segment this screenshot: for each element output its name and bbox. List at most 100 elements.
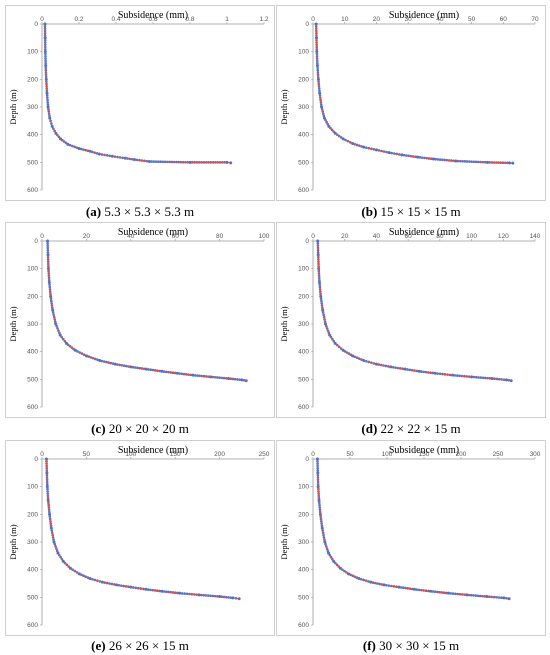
data-point xyxy=(231,596,235,600)
data-point xyxy=(115,583,119,587)
data-point xyxy=(188,160,192,164)
data-point xyxy=(77,572,81,576)
x-tick-label: 0.6 xyxy=(148,16,157,23)
data-point xyxy=(316,253,320,257)
data-point xyxy=(511,161,515,165)
caption-label: (e) xyxy=(91,638,106,653)
y-tick-label: 0 xyxy=(34,456,38,463)
data-point xyxy=(382,583,386,587)
series-line xyxy=(317,240,512,382)
data-point xyxy=(88,149,92,153)
data-point xyxy=(316,239,320,243)
y-tick-label: 300 xyxy=(298,321,309,328)
data-point xyxy=(88,577,92,581)
data-point xyxy=(226,377,230,381)
y-tick-label: 500 xyxy=(298,159,309,166)
x-tick-label: 1 xyxy=(225,16,229,23)
y-tick-label: 0 xyxy=(34,21,38,28)
x-tick-label: 40 xyxy=(127,233,135,240)
y-tick-label: 0 xyxy=(305,238,309,245)
y-tick-label: 100 xyxy=(27,484,38,491)
data-point xyxy=(77,147,81,150)
x-tick-label: 100 xyxy=(259,233,270,240)
data-point xyxy=(374,362,378,366)
y-tick-label: 500 xyxy=(298,376,309,383)
data-point xyxy=(314,22,318,26)
x-axis-title: Subsidence (mm) xyxy=(118,10,188,21)
data-point xyxy=(318,91,322,95)
data-point xyxy=(54,131,58,135)
data-point xyxy=(49,526,53,530)
data-point xyxy=(97,152,101,156)
data-point xyxy=(44,457,48,461)
data-point xyxy=(351,354,355,358)
data-point xyxy=(51,308,55,312)
y-tick-label: 200 xyxy=(27,511,38,518)
data-point xyxy=(229,161,233,165)
data-point xyxy=(144,587,148,591)
caption-label: (f) xyxy=(362,638,376,653)
data-point xyxy=(240,378,244,382)
data-point xyxy=(429,589,433,593)
caption-text: 15 × 15 × 15 m xyxy=(380,204,461,219)
x-tick-label: 200 xyxy=(456,451,467,458)
data-point xyxy=(465,593,469,597)
y-tick-label: 600 xyxy=(27,622,38,629)
data-point xyxy=(451,373,455,377)
x-tick-label: 140 xyxy=(530,233,541,240)
data-point xyxy=(225,160,229,164)
data-point xyxy=(341,348,345,352)
data-point xyxy=(52,540,56,544)
x-tick-label: 70 xyxy=(531,16,539,23)
data-point xyxy=(320,105,324,109)
y-tick-label: 300 xyxy=(27,104,38,111)
series-line xyxy=(47,240,247,382)
x-tick-label: 0 xyxy=(40,451,44,458)
data-point xyxy=(318,512,322,516)
data-point xyxy=(315,457,319,461)
data-point xyxy=(64,341,68,345)
data-point xyxy=(237,597,241,601)
y-tick-label: 300 xyxy=(298,104,309,111)
x-tick-label: 0 xyxy=(311,233,315,240)
data-point xyxy=(432,157,436,161)
data-point xyxy=(58,333,62,337)
data-point xyxy=(485,595,489,599)
y-tick-label: 100 xyxy=(298,484,309,491)
data-point xyxy=(46,105,50,109)
caption-label: (c) xyxy=(91,421,106,436)
data-point xyxy=(45,471,49,475)
y-tick-label: 100 xyxy=(298,266,309,273)
data-point xyxy=(412,587,416,591)
caption-e: (e) 26 × 26 × 15 m xyxy=(5,638,275,654)
data-point xyxy=(316,471,320,475)
x-axis-title: Subsidence (mm) xyxy=(389,445,459,456)
y-tick-label: 200 xyxy=(27,293,38,300)
y-axis-title: Depth (m) xyxy=(8,306,18,341)
caption-c: (c) 20 × 20 × 20 m xyxy=(5,421,275,437)
y-tick-label: 0 xyxy=(305,21,309,28)
data-point xyxy=(327,124,331,128)
chart-b: Subsidence (mm) Depth (m) 0 10 20 30 40 50 60 70 0… xyxy=(279,10,539,194)
x-tick-label: 120 xyxy=(498,233,509,240)
data-point xyxy=(191,373,195,377)
data-point xyxy=(147,160,151,164)
data-point xyxy=(160,369,164,373)
data-point xyxy=(160,589,164,593)
x-tick-label: 20 xyxy=(83,233,91,240)
series-line xyxy=(45,458,240,600)
series-line xyxy=(316,458,510,600)
y-tick-label: 600 xyxy=(298,622,309,629)
y-tick-label: 100 xyxy=(298,49,309,56)
data-point xyxy=(319,294,323,298)
y-tick-label: 200 xyxy=(27,76,38,83)
y-tick-label: 500 xyxy=(27,159,38,166)
x-tick-label: 80 xyxy=(436,233,444,240)
y-tick-label: 0 xyxy=(305,456,309,463)
data-point xyxy=(100,580,104,584)
series-line xyxy=(315,23,513,164)
y-axis-title: Depth (m) xyxy=(8,524,18,559)
x-tick-label: 0 xyxy=(40,233,44,240)
data-point xyxy=(45,485,49,489)
y-tick-label: 300 xyxy=(27,539,38,546)
